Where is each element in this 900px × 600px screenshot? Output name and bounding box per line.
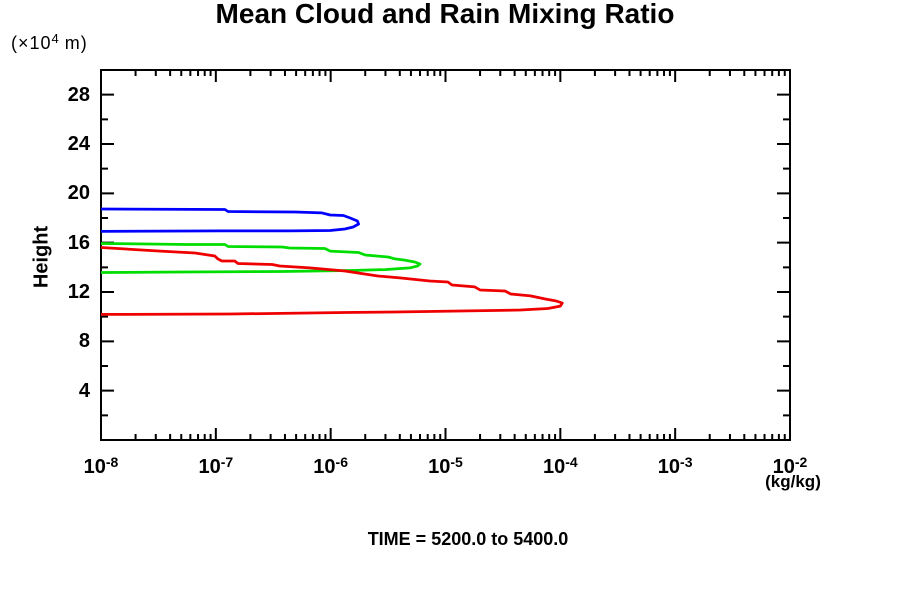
x-tick-label: 10-6 bbox=[313, 454, 349, 478]
red-profile bbox=[100, 246, 564, 316]
y-axis-unit-label: (×104 m) bbox=[11, 28, 88, 54]
x-tick-label: 10-5 bbox=[428, 454, 463, 478]
x-axis-unit-label: (kg/kg) bbox=[765, 472, 821, 491]
y-tick-label: 12 bbox=[67, 281, 90, 303]
x-tick-label: 10-2 bbox=[772, 454, 808, 478]
y-tick-label: 28 bbox=[67, 83, 90, 106]
y-tick-label: 8 bbox=[78, 330, 90, 353]
x-tick-label: 10-3 bbox=[657, 454, 693, 478]
y-tick-label: 20 bbox=[67, 182, 90, 205]
y-tick-label: 16 bbox=[67, 231, 90, 254]
x-tick-label: 10-7 bbox=[198, 454, 234, 478]
chart-title: Mean Cloud and Rain Mixing Ratio bbox=[215, 0, 675, 29]
green-profile bbox=[100, 242, 422, 274]
y-axis-unit-exponent: 4 bbox=[51, 31, 59, 46]
y-tick-label: 24 bbox=[67, 133, 90, 155]
x-tick-label: 10-4 bbox=[542, 454, 578, 478]
x-tick-label: 10-8 bbox=[83, 454, 119, 478]
y-tick-label: 4 bbox=[78, 379, 90, 402]
y-axis-unit-suffix: m) bbox=[58, 33, 88, 53]
axis-ticks bbox=[100, 70, 791, 440]
time-annotation: TIME = 5200.0 to 5400.0 bbox=[367, 529, 569, 549]
y-axis-unit-prefix: (×10 bbox=[11, 33, 52, 53]
y-axis-label: Height bbox=[30, 225, 53, 289]
blue-profile bbox=[100, 207, 360, 233]
